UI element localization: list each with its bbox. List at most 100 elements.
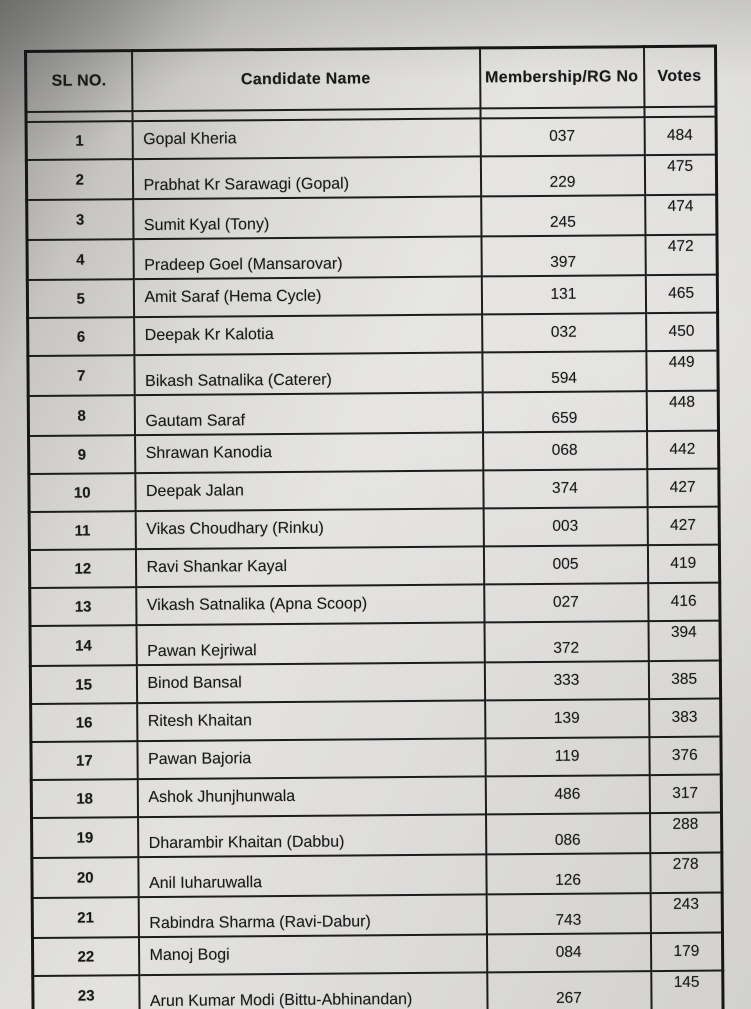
votes-cell: 449 — [645, 350, 719, 392]
votes-cell: 427 — [647, 506, 720, 546]
sl-no-cell: 9 — [28, 435, 135, 474]
candidate-name-cell: Deepak Kr Kalotia — [133, 314, 482, 356]
membership-no-cell: 027 — [483, 583, 649, 623]
votes-cell: 278 — [649, 852, 723, 894]
sl-no-cell: 20 — [31, 857, 139, 898]
votes-cell: 442 — [646, 430, 719, 470]
votes-cell: 243 — [650, 892, 723, 934]
sl-no-cell: 1 — [26, 121, 133, 160]
membership-no-cell: 126 — [485, 853, 651, 895]
table-row: 4 Pradeep Goel (Mansarovar) 397 472 — [26, 234, 718, 280]
candidate-name-cell: Ravi Shankar Kayal — [135, 546, 484, 588]
sl-no-cell: 17 — [30, 741, 138, 780]
sl-no-cell: 23 — [32, 975, 140, 1009]
table-row: 11 Vikas Choudhary (Rinku) 003 427 — [29, 506, 720, 550]
results-table-body: 1 Gopal Kheria 037 484 2 Prabhat Kr Sara… — [26, 116, 724, 1009]
sl-no-cell: 2 — [26, 159, 133, 200]
table-row: 22 Manoj Bogi 084 179 — [32, 932, 723, 976]
table-row: 10 Deepak Jalan 374 427 — [28, 468, 720, 512]
membership-no-cell: 372 — [484, 621, 649, 663]
candidate-name-cell: Bikash Satnalika (Caterer) — [133, 352, 483, 396]
membership-no-cell: 032 — [481, 313, 646, 353]
votes-cell: 383 — [648, 698, 721, 738]
table-row: 6 Deepak Kr Kalotia 032 450 — [27, 312, 718, 356]
table-row: 9 Shrawan Kanodia 068 442 — [28, 430, 719, 474]
col-header-candidate: Candidate Name — [131, 47, 480, 112]
votes-cell: 145 — [650, 970, 724, 1009]
candidate-name-cell: Ashok Jhunjhunwala — [137, 776, 486, 818]
sl-no-cell: 22 — [32, 937, 139, 976]
membership-no-cell: 068 — [482, 431, 647, 471]
votes-cell: 416 — [647, 582, 721, 622]
table-row: 12 Ravi Shankar Kayal 005 419 — [29, 544, 720, 588]
candidate-name-cell: Ritesh Khaitan — [136, 700, 485, 742]
candidate-name-cell: Pawan Kejriwal — [136, 622, 485, 666]
table-row: 18 Ashok Jhunjhunwala 486 317 — [31, 774, 722, 818]
col-header-votes: Votes — [643, 46, 716, 108]
candidate-name-cell: Dharambir Khaitan (Dabbu) — [137, 814, 486, 858]
sl-no-cell: 21 — [32, 897, 139, 938]
votes-cell: 288 — [649, 812, 722, 854]
sl-no-cell: 13 — [29, 587, 137, 626]
membership-no-cell: 119 — [484, 737, 650, 777]
table-row: 2 Prabhat Kr Sarawagi (Gopal) 229 475 — [26, 154, 717, 200]
header-row: SL NO. Candidate Name Membership/RG No V… — [25, 46, 716, 112]
membership-no-cell: 743 — [486, 893, 651, 935]
candidate-name-cell: Vikash Satnalika (Apna Scoop) — [135, 584, 485, 626]
candidate-name-cell: Gopal Kheria — [132, 118, 481, 160]
sl-no-cell: 15 — [30, 665, 137, 704]
candidate-name-cell: Arun Kumar Modi (Bittu-Abhinandan) — [138, 972, 488, 1009]
table-row: 21 Rabindra Sharma (Ravi-Dabur) 743 243 — [32, 892, 723, 938]
membership-no-cell: 229 — [480, 155, 645, 197]
sl-no-cell: 16 — [30, 703, 137, 742]
table-row: 14 Pawan Kejriwal 372 394 — [30, 620, 721, 666]
table-row: 15 Binod Bansal 333 385 — [30, 660, 721, 704]
results-table: SL NO. Candidate Name Membership/RG No V… — [24, 44, 725, 1009]
votes-cell: 385 — [648, 660, 721, 700]
table-row: 23 Arun Kumar Modi (Bittu-Abhinandan) 26… — [32, 970, 724, 1009]
votes-cell: 475 — [644, 154, 717, 196]
table-row: 20 Anil Iuharuwalla 126 278 — [31, 852, 723, 898]
sl-no-cell: 12 — [29, 549, 136, 588]
candidate-name-cell: Deepak Jalan — [134, 470, 484, 512]
sl-no-cell: 10 — [28, 473, 136, 512]
membership-no-cell: 245 — [480, 195, 645, 237]
membership-no-cell: 003 — [483, 507, 648, 547]
membership-no-cell: 486 — [485, 775, 650, 815]
sl-no-cell: 14 — [30, 625, 137, 666]
table-row: 7 Bikash Satnalika (Caterer) 594 449 — [27, 350, 719, 396]
results-table-header: SL NO. Candidate Name Membership/RG No V… — [25, 46, 717, 122]
candidate-name-cell: Sumit Kyal (Tony) — [132, 196, 481, 240]
table-row: 1 Gopal Kheria 037 484 — [26, 116, 717, 160]
sl-no-cell: 18 — [31, 779, 138, 818]
votes-cell: 450 — [645, 312, 718, 352]
membership-no-cell: 084 — [486, 933, 651, 973]
candidate-name-cell: Vikas Choudhary (Rinku) — [135, 508, 484, 550]
votes-cell: 465 — [645, 274, 718, 314]
sl-no-cell: 11 — [29, 511, 136, 550]
membership-no-cell: 267 — [486, 971, 652, 1009]
candidate-name-cell: Pradeep Goel (Mansarovar) — [132, 236, 482, 280]
membership-no-cell: 139 — [484, 699, 649, 739]
membership-no-cell: 397 — [480, 235, 646, 277]
sl-no-cell: 6 — [27, 317, 134, 356]
spacer-cell — [643, 106, 717, 118]
votes-cell: 317 — [649, 774, 722, 814]
table-row: 5 Amit Saraf (Hema Cycle) 131 465 — [27, 274, 718, 318]
candidate-name-cell: Manoj Bogi — [138, 934, 487, 976]
membership-no-cell: 005 — [483, 545, 648, 585]
candidate-name-cell: Amit Saraf (Hema Cycle) — [133, 276, 482, 318]
votes-cell: 179 — [650, 932, 723, 972]
votes-cell: 394 — [648, 620, 721, 662]
candidate-name-cell: Prabhat Kr Sarawagi (Gopal) — [132, 156, 481, 200]
votes-cell: 474 — [644, 194, 717, 236]
sl-no-cell: 8 — [28, 395, 135, 436]
candidate-name-cell: Anil Iuharuwalla — [137, 854, 487, 898]
membership-no-cell: 333 — [484, 661, 649, 701]
table-row: 16 Ritesh Khaitan 139 383 — [30, 698, 721, 742]
votes-cell: 472 — [644, 234, 718, 276]
votes-cell: 448 — [646, 390, 719, 432]
sl-no-cell: 19 — [31, 817, 138, 858]
votes-cell: 484 — [644, 116, 717, 156]
table-row: 17 Pawan Bajoria 119 376 — [30, 736, 722, 780]
